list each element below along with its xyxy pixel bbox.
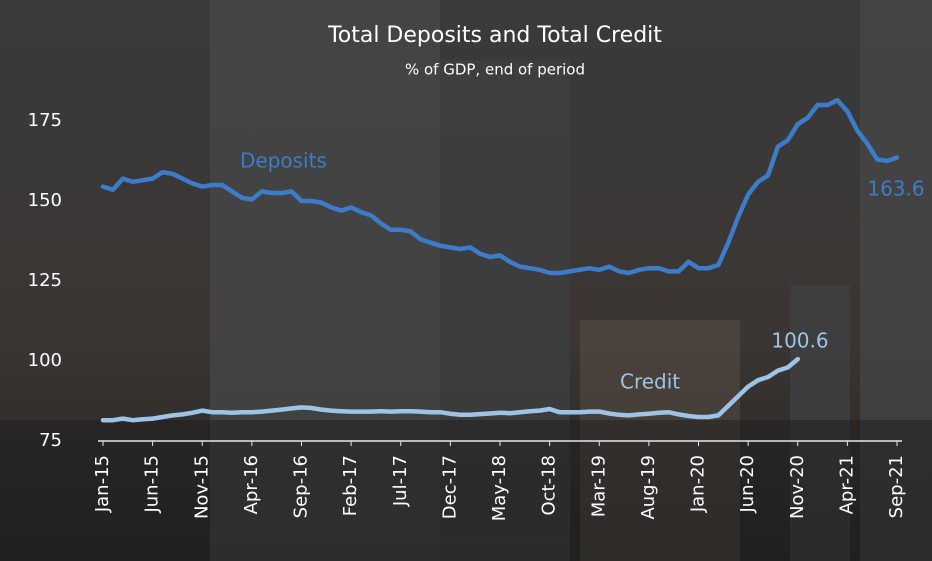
x-tick-label: Sep-21 <box>886 455 907 518</box>
data-label: 100.6 <box>771 329 828 353</box>
y-tick-label: 75 <box>39 430 62 451</box>
x-tick-label: Mar-19 <box>588 455 609 517</box>
x-tick-label: Jun-15 <box>142 455 163 514</box>
x-tick-label: May-18 <box>489 455 510 521</box>
chart-subtitle: % of GDP, end of period <box>405 61 585 79</box>
chart-title: Total Deposits and Total Credit <box>327 23 662 48</box>
x-tick-label: Jun-20 <box>737 455 758 514</box>
x-tick-label: Dec-17 <box>439 455 460 519</box>
x-tick-label: Sep-16 <box>291 455 312 518</box>
x-tick-label: Feb-17 <box>340 455 361 516</box>
x-tick-label: Jan-15 <box>92 455 113 513</box>
data-label: 163.6 <box>867 177 924 201</box>
x-tick-label: Nov-20 <box>787 455 808 519</box>
x-tick-label: Apr-16 <box>241 455 262 514</box>
y-tick-label: 100 <box>28 350 62 371</box>
x-tick-label: Jan-20 <box>688 455 709 513</box>
chart: Total Deposits and Total Credit % of GDP… <box>0 0 932 561</box>
y-tick-label: 175 <box>28 110 62 131</box>
x-tick-label: Nov-15 <box>191 455 212 519</box>
series-label: Credit <box>620 370 680 394</box>
x-tick-label: Aug-19 <box>638 455 659 520</box>
y-tick-label: 125 <box>28 270 62 291</box>
x-tick-label: Oct-18 <box>539 455 560 516</box>
y-tick-label: 150 <box>28 190 62 211</box>
x-tick-label: Apr-21 <box>836 455 857 514</box>
series-label: Deposits <box>240 149 327 173</box>
x-tick-label: Jul-17 <box>390 455 411 507</box>
